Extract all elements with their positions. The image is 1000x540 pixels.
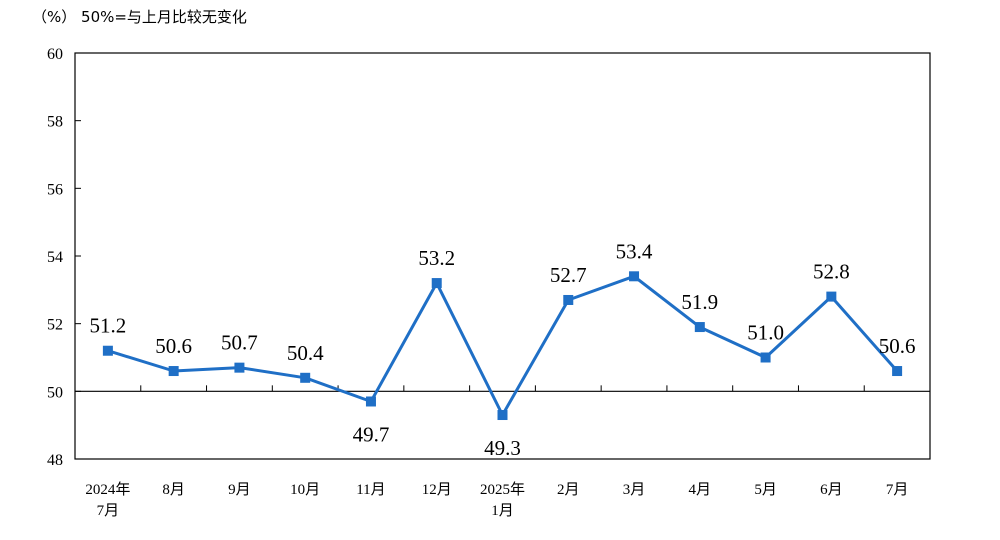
- x-tick-label-line: 3月: [623, 482, 646, 498]
- x-tick-label-line: 10月: [290, 482, 320, 498]
- y-tick-label: 50: [47, 384, 63, 401]
- x-tick-label: 2月: [557, 482, 580, 498]
- data-point: [563, 294, 574, 305]
- data-label: 50.6: [155, 334, 192, 358]
- data-label: 51.2: [90, 314, 127, 338]
- x-tick-label-line: 7月: [97, 503, 120, 519]
- data-label: 50.6: [879, 334, 916, 358]
- data-point: [760, 352, 771, 363]
- data-label: 51.0: [747, 321, 784, 345]
- data-point: [431, 278, 442, 289]
- x-tick-label-line: 7月: [886, 482, 909, 498]
- data-point: [826, 291, 837, 302]
- data-point: [694, 322, 705, 333]
- y-tick-label: 48: [47, 452, 63, 469]
- data-point: [300, 372, 311, 383]
- plot-frame: [74, 52, 931, 460]
- y-tick-label: 56: [47, 181, 63, 198]
- x-tick-label-line: 12月: [422, 482, 452, 498]
- x-tick-label: 12月: [422, 482, 452, 498]
- x-tick-label: 8月: [162, 482, 185, 498]
- x-tick-label: 7月: [886, 482, 909, 498]
- data-point: [629, 271, 640, 282]
- x-tick-label-line: 5月: [754, 482, 777, 498]
- x-tick-label-line: 2025年: [480, 481, 525, 498]
- data-point: [168, 366, 179, 377]
- x-tick-label: 11月: [356, 482, 385, 498]
- x-tick-label: 10月: [290, 482, 320, 498]
- data-label: 53.4: [616, 239, 653, 263]
- data-label: 52.7: [550, 263, 587, 287]
- data-label: 49.7: [353, 422, 390, 446]
- x-tick-label-line: 11月: [356, 482, 385, 498]
- data-point: [365, 396, 376, 407]
- x-tick-label: 2024年 7月: [85, 481, 130, 519]
- y-tick-label: 60: [47, 46, 63, 63]
- data-point: [102, 345, 113, 356]
- x-tick-label-line: 6月: [820, 482, 843, 498]
- y-tick-label: 52: [47, 317, 63, 334]
- x-tick-label-line: 2月: [557, 482, 580, 498]
- x-tick-label: 6月: [820, 482, 843, 498]
- x-tick-label-line: 8月: [162, 482, 185, 498]
- y-tick-label: 58: [47, 114, 63, 131]
- data-point: [234, 362, 245, 373]
- data-point: [497, 410, 508, 421]
- y-tick-label: 54: [47, 249, 63, 266]
- x-tick-label-line: 1月: [491, 503, 514, 519]
- x-tick-label-line: 2024年: [85, 481, 130, 498]
- x-tick-label-line: 9月: [228, 482, 251, 498]
- data-point: [892, 366, 903, 377]
- data-label: 52.8: [813, 260, 850, 284]
- data-label: 50.7: [221, 331, 258, 355]
- data-label: 51.9: [681, 290, 718, 314]
- x-tick-label: 2025年 1月: [480, 481, 525, 519]
- x-tick-label: 9月: [228, 482, 251, 498]
- unit-note: （%） 50%=与上月比较无变化: [32, 8, 247, 26]
- data-label: 53.2: [418, 246, 455, 270]
- x-tick-label-line: 4月: [689, 482, 712, 498]
- x-tick-label: 5月: [754, 482, 777, 498]
- x-tick-label: 3月: [623, 482, 646, 498]
- data-label: 50.4: [287, 341, 324, 365]
- x-tick-label: 4月: [689, 482, 712, 498]
- data-label: 49.3: [484, 436, 521, 460]
